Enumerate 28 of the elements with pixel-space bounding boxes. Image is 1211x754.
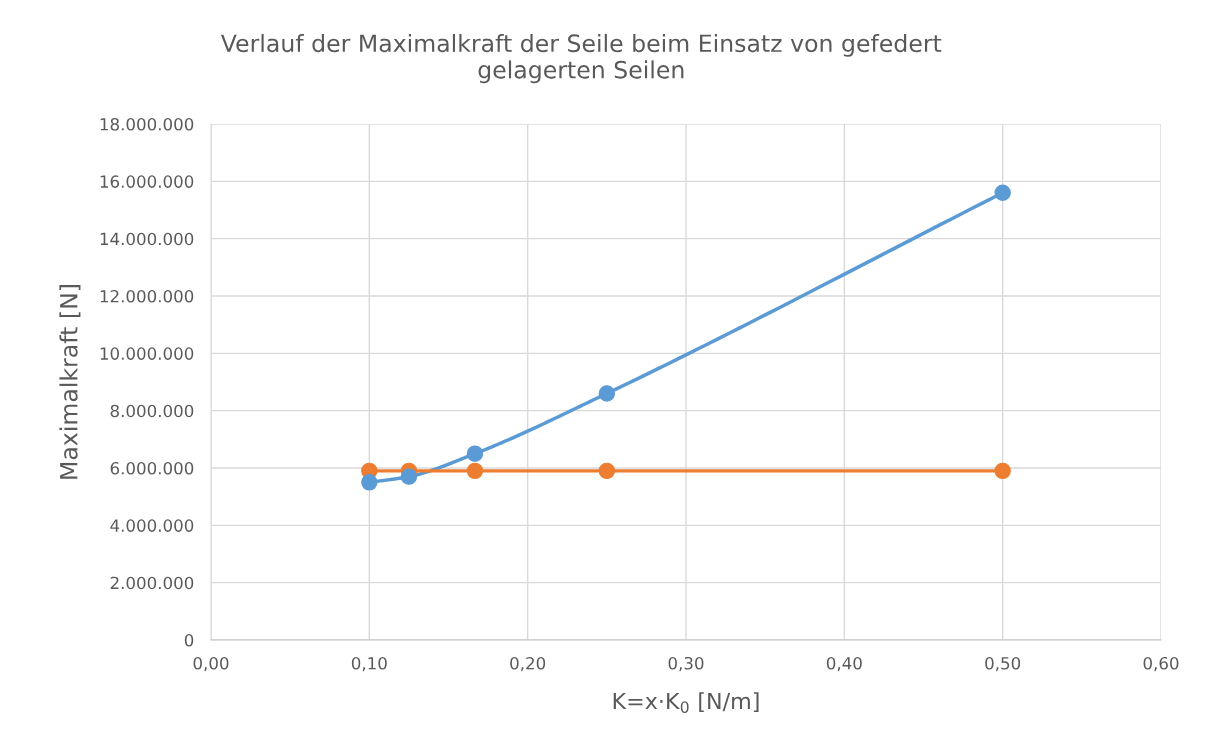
y-tick-label: 4.000.000 xyxy=(110,519,194,532)
x-tick-label: 0,40 xyxy=(826,656,862,672)
point xyxy=(466,462,484,480)
y-tick-label: 12.000.000 xyxy=(100,289,194,303)
y-tick-label: 14.000.000 xyxy=(100,232,194,246)
x-axis-title: K=x·K$_{0}$ [N/m] xyxy=(613,692,759,713)
x-tick-label: 0,60 xyxy=(1143,656,1179,672)
x-tick-label: 0,00 xyxy=(193,656,229,672)
y-tick-label: 16.000.000 xyxy=(100,175,194,188)
x-tick-label: 0,50 xyxy=(985,656,1021,672)
point xyxy=(994,184,1011,202)
y-axis-title: Maximalkraft [N] xyxy=(59,285,81,479)
point xyxy=(598,385,616,402)
point xyxy=(994,462,1011,480)
x-tick-label: 0,10 xyxy=(351,656,387,672)
chart-title: Verlauf der Maximalkraft der Seile beim Einsatz von gefedert gelagerten Seilen xyxy=(220,33,942,84)
point xyxy=(466,445,484,462)
point xyxy=(361,474,378,491)
x-tick-label: 0,20 xyxy=(510,656,546,672)
y-tick-label: 10.000.000 xyxy=(100,347,194,360)
x-tick-label: 0,30 xyxy=(668,656,704,672)
y-tick-label: 0 xyxy=(184,633,194,647)
y-tick-label: 8.000.000 xyxy=(110,404,194,418)
y-tick-label: 18.000.000 xyxy=(100,117,194,131)
y-tick-label: 2.000.000 xyxy=(110,576,194,590)
point xyxy=(400,468,418,485)
y-tick-label: 6.000.000 xyxy=(110,461,194,475)
point xyxy=(598,462,616,480)
